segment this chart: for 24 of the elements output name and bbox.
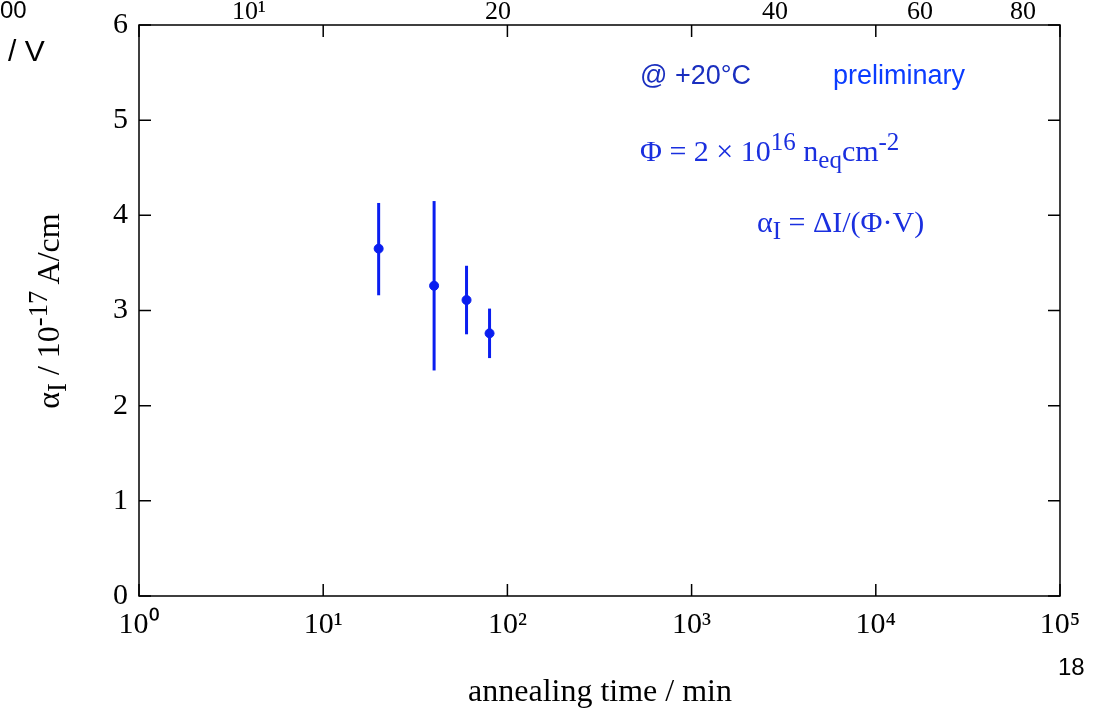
annotation: @ +20°C [640, 60, 752, 91]
annotation: preliminary [833, 60, 966, 91]
x-axis-title: annealing time / min [468, 672, 732, 709]
y-tick-label: 2 [113, 386, 128, 420]
x-tick-label: 10¹ [303, 605, 343, 639]
y-tick-label: 1 [113, 481, 128, 515]
text: 20 [485, 0, 511, 26]
text: 10¹ [232, 0, 266, 26]
annotation: α$_{I}$ = ΔI/(Φ·V) [757, 205, 925, 245]
annotation: Φ = 2 × 10$^{16}$ n$_{eq}$cm$^{-2}$ [640, 128, 900, 174]
y-tick-label: 4 [113, 196, 128, 230]
text: 80 [1010, 0, 1036, 26]
y-tick-label: 6 [113, 5, 128, 39]
text: 18 [1058, 653, 1085, 681]
x-tick-label: 10² [487, 605, 527, 639]
text: 40 [762, 0, 788, 26]
x-tick-label: 10⁴ [855, 605, 897, 639]
text: 60 [907, 0, 933, 26]
text: 00 [0, 0, 27, 24]
y-tick-label: 5 [113, 101, 128, 135]
x-tick-label: 10³ [672, 605, 712, 639]
text: / V [8, 34, 45, 68]
y-tick-label: 3 [113, 291, 128, 325]
x-tick-label: 10⁵ [1039, 605, 1081, 639]
